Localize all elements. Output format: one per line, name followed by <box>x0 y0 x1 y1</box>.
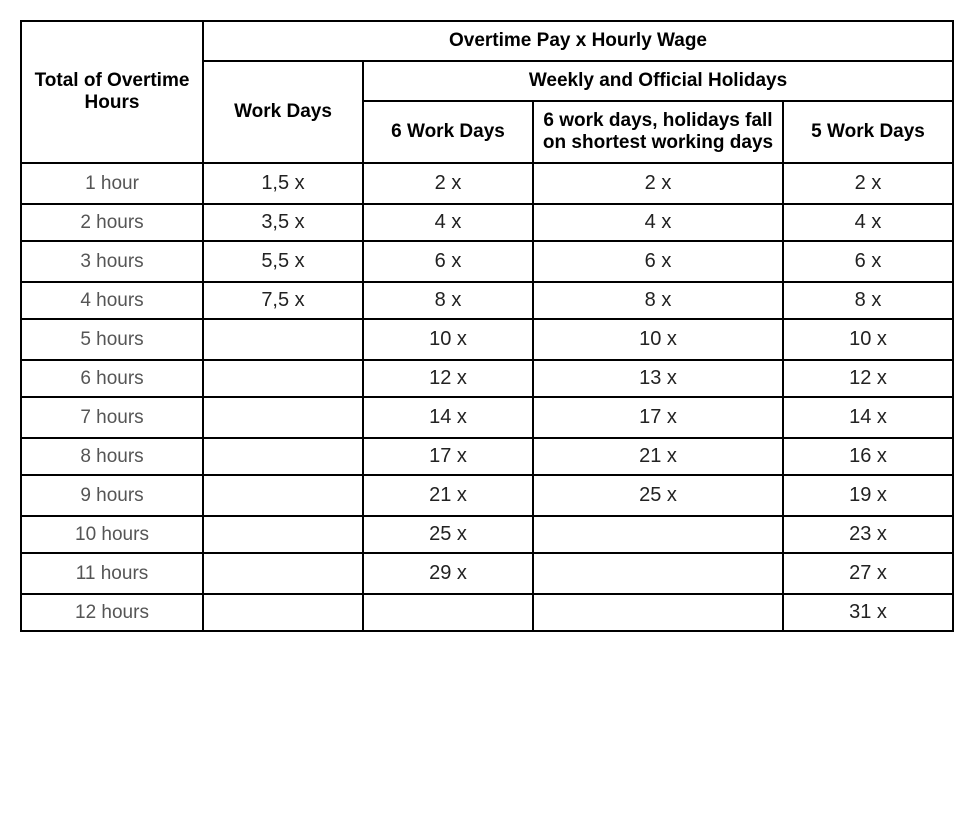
cell-6wd-short: 8 x <box>533 282 783 319</box>
cell-6wd-short: 4 x <box>533 204 783 241</box>
cell-6wd: 12 x <box>363 360 533 397</box>
cell-work-days: 5,5 x <box>203 241 363 282</box>
table-row: 3 hours 5,5 x 6 x 6 x 6 x <box>21 241 953 282</box>
cell-6wd <box>363 594 533 631</box>
row-label: 7 hours <box>21 397 203 438</box>
cell-6wd: 6 x <box>363 241 533 282</box>
overtime-pay-table: Total of Overtime Hours Overtime Pay x H… <box>20 20 954 632</box>
cell-6wd: 25 x <box>363 516 533 553</box>
cell-6wd: 14 x <box>363 397 533 438</box>
cell-6wd-short: 13 x <box>533 360 783 397</box>
cell-6wd: 2 x <box>363 163 533 204</box>
table-body: 1 hour 1,5 x 2 x 2 x 2 x 2 hours 3,5 x 4… <box>21 163 953 631</box>
cell-5wd: 10 x <box>783 319 953 360</box>
cell-5wd: 14 x <box>783 397 953 438</box>
cell-6wd: 10 x <box>363 319 533 360</box>
cell-6wd-short: 21 x <box>533 438 783 475</box>
row-label: 10 hours <box>21 516 203 553</box>
table-row: 2 hours 3,5 x 4 x 4 x 4 x <box>21 204 953 241</box>
table-row: 7 hours 14 x 17 x 14 x <box>21 397 953 438</box>
cell-work-days <box>203 360 363 397</box>
header-work-days: Work Days <box>203 61 363 163</box>
table-row: 5 hours 10 x 10 x 10 x <box>21 319 953 360</box>
cell-6wd-short: 25 x <box>533 475 783 516</box>
cell-6wd-short <box>533 516 783 553</box>
row-label: 8 hours <box>21 438 203 475</box>
row-label: 5 hours <box>21 319 203 360</box>
table-row: 10 hours 25 x 23 x <box>21 516 953 553</box>
row-label: 1 hour <box>21 163 203 204</box>
row-label: 11 hours <box>21 553 203 594</box>
row-label: 2 hours <box>21 204 203 241</box>
cell-work-days <box>203 438 363 475</box>
cell-work-days <box>203 319 363 360</box>
cell-work-days: 3,5 x <box>203 204 363 241</box>
table-row: 8 hours 17 x 21 x 16 x <box>21 438 953 475</box>
table-header: Total of Overtime Hours Overtime Pay x H… <box>21 21 953 163</box>
header-5wd: 5 Work Days <box>783 101 953 163</box>
cell-work-days <box>203 475 363 516</box>
cell-5wd: 6 x <box>783 241 953 282</box>
table-row: 11 hours 29 x 27 x <box>21 553 953 594</box>
table-row: 1 hour 1,5 x 2 x 2 x 2 x <box>21 163 953 204</box>
header-total-hours: Total of Overtime Hours <box>21 21 203 163</box>
table-row: 9 hours 21 x 25 x 19 x <box>21 475 953 516</box>
row-label: 3 hours <box>21 241 203 282</box>
cell-5wd: 19 x <box>783 475 953 516</box>
cell-6wd-short: 2 x <box>533 163 783 204</box>
cell-6wd-short <box>533 594 783 631</box>
cell-5wd: 16 x <box>783 438 953 475</box>
cell-5wd: 12 x <box>783 360 953 397</box>
row-label: 9 hours <box>21 475 203 516</box>
cell-5wd: 4 x <box>783 204 953 241</box>
cell-6wd-short: 10 x <box>533 319 783 360</box>
table-row: 6 hours 12 x 13 x 12 x <box>21 360 953 397</box>
cell-5wd: 2 x <box>783 163 953 204</box>
table-row: 4 hours 7,5 x 8 x 8 x 8 x <box>21 282 953 319</box>
cell-6wd-short: 6 x <box>533 241 783 282</box>
cell-5wd: 27 x <box>783 553 953 594</box>
cell-6wd: 8 x <box>363 282 533 319</box>
cell-6wd: 29 x <box>363 553 533 594</box>
cell-work-days: 7,5 x <box>203 282 363 319</box>
cell-work-days <box>203 553 363 594</box>
cell-5wd: 31 x <box>783 594 953 631</box>
cell-6wd: 17 x <box>363 438 533 475</box>
header-6wd-short: 6 work days, holidays fall on shortest w… <box>533 101 783 163</box>
cell-work-days: 1,5 x <box>203 163 363 204</box>
cell-6wd: 21 x <box>363 475 533 516</box>
header-holiday-group: Weekly and Official Holidays <box>363 61 953 101</box>
cell-work-days <box>203 516 363 553</box>
cell-6wd: 4 x <box>363 204 533 241</box>
row-label: 4 hours <box>21 282 203 319</box>
cell-work-days <box>203 397 363 438</box>
cell-5wd: 8 x <box>783 282 953 319</box>
cell-6wd-short <box>533 553 783 594</box>
cell-6wd-short: 17 x <box>533 397 783 438</box>
cell-work-days <box>203 594 363 631</box>
cell-5wd: 23 x <box>783 516 953 553</box>
header-6wd: 6 Work Days <box>363 101 533 163</box>
table-row: 12 hours 31 x <box>21 594 953 631</box>
header-main-top: Overtime Pay x Hourly Wage <box>203 21 953 61</box>
row-label: 6 hours <box>21 360 203 397</box>
row-label: 12 hours <box>21 594 203 631</box>
